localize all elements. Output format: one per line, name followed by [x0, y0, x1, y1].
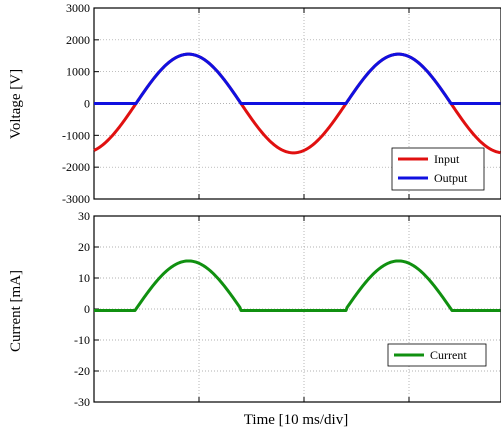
y-tick-label: 20 [78, 240, 90, 254]
series-line-output [93, 52, 501, 105]
y-tick-label: 2000 [66, 33, 90, 47]
y-tick-label: 1000 [66, 65, 90, 79]
y-tick-label: -20 [74, 364, 90, 378]
legend-box [387, 343, 487, 367]
y-tick-label: -10 [74, 333, 90, 347]
current-panel: 30 20 10 0 -10 -20 -30 Current [74, 209, 501, 409]
y-tick-label: -2000 [62, 160, 90, 174]
legend-box [391, 147, 485, 191]
voltage-axis-label: Voltage [V] [8, 69, 24, 139]
y-tick-label: 0 [84, 97, 90, 111]
legend-label-output: Output [434, 171, 468, 185]
y-tick-label: -30 [74, 395, 90, 409]
y-tick-label: 3000 [66, 1, 90, 15]
y-tick-label: 30 [78, 209, 90, 223]
y-tick-label: 0 [84, 302, 90, 316]
legend-label-current: Current [430, 348, 467, 362]
voltage-panel: 3000 2000 1000 0 -1000 -2000 -3000 Input Output [62, 1, 501, 206]
series-line-current [93, 259, 501, 313]
time-axis-label: Time [10 ms/div] [244, 412, 348, 428]
y-tick-label: -3000 [62, 192, 90, 206]
current-axis-label: Current [mA] [8, 270, 24, 352]
y-tick-label: -1000 [62, 128, 90, 142]
y-tick-label: 10 [78, 271, 90, 285]
legend-label-input: Input [434, 152, 460, 166]
